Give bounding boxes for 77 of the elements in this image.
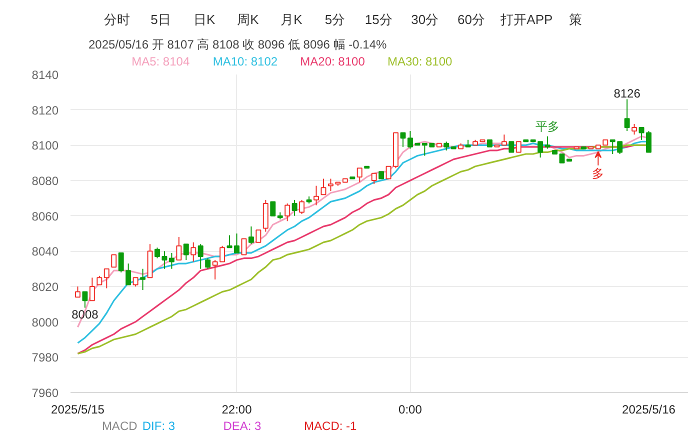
candlestick (617, 141, 623, 154)
text: 30分 (411, 12, 439, 27)
y-tick-label: 7980 (32, 350, 59, 365)
y-tick-label: 7960 (32, 386, 59, 400)
candlestick (168, 252, 174, 270)
candlestick (183, 244, 189, 260)
text: 5分 (324, 12, 346, 27)
candlestick (162, 250, 168, 270)
x-tick-label: 0:00 (398, 402, 422, 416)
candlestick (104, 268, 110, 289)
candlestick (508, 141, 514, 153)
text: 策 (569, 12, 582, 27)
text: DIF: 3 (142, 419, 176, 432)
candlestick (299, 199, 305, 215)
candlestick (371, 172, 377, 185)
candlestick (111, 254, 117, 268)
text: MACD (102, 419, 138, 432)
candlestick (632, 123, 638, 136)
candlestick (118, 252, 124, 273)
text: 打开APP (500, 12, 553, 27)
annotation: 平多 (536, 119, 560, 134)
text: 日K (194, 12, 216, 27)
candlestick (320, 178, 326, 196)
candlestick (356, 168, 362, 183)
x-tick-label: 22:00 (222, 402, 252, 416)
candlestick (544, 136, 550, 150)
candlestick (328, 178, 334, 192)
candlestick (501, 134, 507, 146)
y-tick-label: 8020 (32, 280, 59, 294)
annotation: 多 (592, 166, 604, 180)
candlestick (284, 202, 290, 222)
y-tick-label: 8080 (32, 174, 59, 188)
candlestick (610, 139, 616, 154)
candlestick (126, 263, 132, 286)
text: MA10: 8102 (212, 54, 278, 68)
candlestick (205, 258, 211, 270)
text: MACD: -1 (304, 419, 358, 432)
y-tick-label: 8120 (32, 103, 59, 118)
candlestick (241, 238, 247, 256)
candlestick (176, 236, 182, 260)
x-tick-label: 2025/5/16 (622, 402, 676, 416)
candlestick (516, 141, 522, 153)
y-tick-label: 8040 (32, 244, 59, 259)
text: 5日 (150, 12, 171, 27)
candlestick (154, 247, 160, 259)
y-tick-label: 8140 (32, 68, 59, 82)
candlestick (140, 268, 146, 291)
y-tick-label: 8100 (32, 138, 59, 153)
text: MA20: 8100 (300, 54, 366, 68)
text: MA5: 8104 (132, 54, 190, 68)
candlestick (624, 98, 630, 132)
chart-subtitle: 2025/05/16 开 8107 高 8108 收 8096 低 8096 幅 -0.14% (88, 38, 387, 52)
candlestick (400, 132, 406, 148)
annotation: 8126 (614, 86, 641, 100)
candlestick (74, 286, 80, 298)
candlestick (82, 291, 88, 308)
y-tick-label: 8000 (32, 315, 59, 330)
y-tick-label: 8060 (32, 209, 59, 224)
candlestick (248, 226, 254, 245)
candlestick (198, 244, 204, 270)
text: 周K (237, 12, 260, 27)
candlestick (89, 277, 95, 302)
text: 月K (280, 12, 303, 27)
text: MA30: 8100 (387, 54, 453, 68)
candlestick (538, 141, 544, 158)
candlestick (314, 185, 319, 206)
candlestick (386, 166, 392, 180)
text: 15分 (364, 12, 392, 27)
x-tick-label: 2025/5/15 (51, 402, 105, 416)
candlestick (270, 201, 276, 216)
text: 60分 (458, 12, 485, 27)
candlestick (256, 229, 262, 243)
candlestick (292, 199, 298, 216)
candlestick (190, 242, 196, 262)
annotation: 8008 (72, 308, 99, 322)
text: 分时 (104, 12, 130, 27)
text: DEA: 3 (223, 419, 262, 432)
